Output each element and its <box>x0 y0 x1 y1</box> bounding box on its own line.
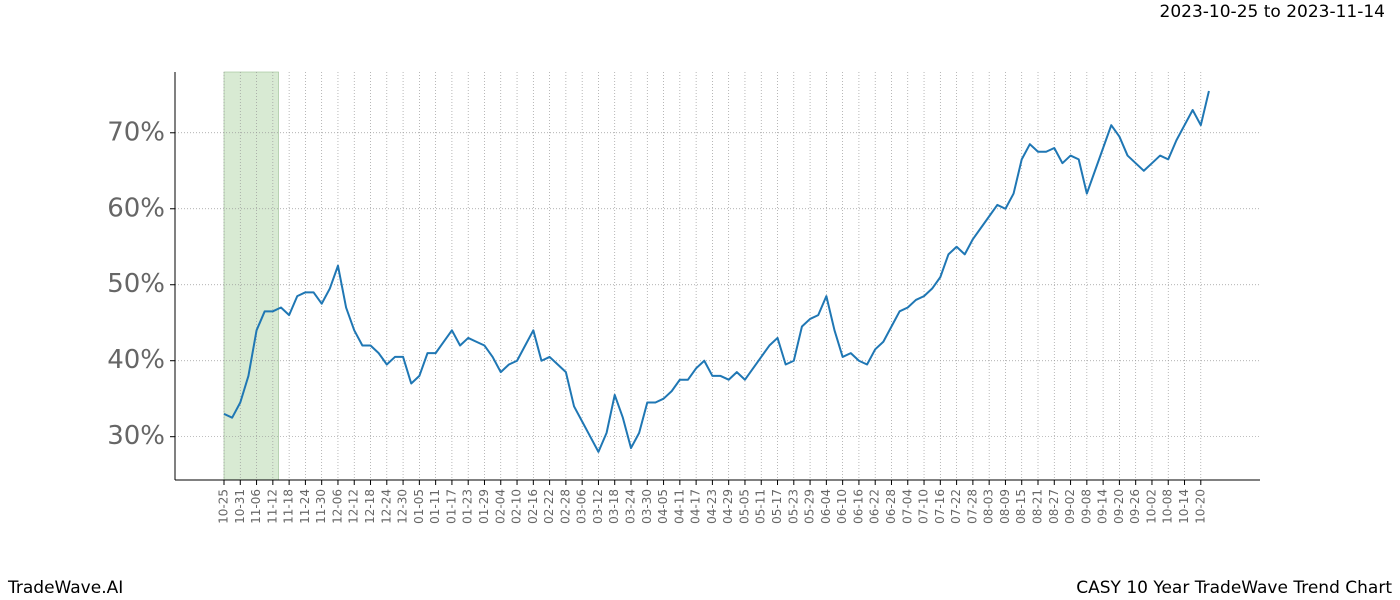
y-tick-label: 60% <box>107 193 165 223</box>
x-tick-label: 02-10 <box>510 489 524 524</box>
x-tick-label: 07-28 <box>965 489 979 524</box>
x-tick-label: 01-23 <box>461 489 475 524</box>
x-tick-label: 08-15 <box>1014 489 1028 524</box>
x-tick-label: 04-29 <box>721 489 735 524</box>
x-tick-label: 02-16 <box>526 489 540 524</box>
x-tick-label: 09-26 <box>1128 489 1142 524</box>
x-tick-label: 05-05 <box>737 489 751 524</box>
x-tick-label: 11-24 <box>298 489 312 524</box>
highlight-band <box>223 71 279 481</box>
x-tick-label: 01-29 <box>477 489 491 524</box>
x-tick-label: 07-22 <box>949 489 963 524</box>
x-tick-label: 06-04 <box>819 489 833 524</box>
x-tick-label: 03-24 <box>624 489 638 524</box>
x-tick-label: 11-12 <box>265 489 279 524</box>
x-tick-label: 06-10 <box>835 489 849 524</box>
x-tick-label: 10-08 <box>1161 489 1175 524</box>
x-tick-label: 08-21 <box>1031 489 1045 524</box>
trend-line <box>223 90 1210 453</box>
x-tick-label: 10-14 <box>1177 489 1191 524</box>
x-tick-label: 12-24 <box>379 489 393 524</box>
x-tick-label: 12-30 <box>396 489 410 524</box>
x-tick-label: 06-28 <box>884 489 898 524</box>
x-tick-label: 10-02 <box>1144 489 1158 524</box>
x-tick-label: 09-08 <box>1079 489 1093 524</box>
x-tick-label: 08-09 <box>998 489 1012 524</box>
x-tick-label: 04-17 <box>689 489 703 524</box>
y-tick-label: 70% <box>107 117 165 147</box>
y-tick-label: 50% <box>107 269 165 299</box>
x-tick-label: 09-02 <box>1063 489 1077 524</box>
x-tick-label: 12-12 <box>347 489 361 524</box>
x-tick-label: 01-11 <box>428 489 442 524</box>
x-tick-label: 11-06 <box>249 489 263 524</box>
x-tick-label: 04-05 <box>656 489 670 524</box>
x-tick-label: 10-20 <box>1193 489 1207 524</box>
x-tick-label: 07-10 <box>917 489 931 524</box>
x-tick-label: 01-05 <box>412 489 426 524</box>
x-tick-label: 08-03 <box>982 489 996 524</box>
x-tick-label: 06-16 <box>851 489 865 524</box>
x-tick-label: 10-25 <box>217 489 231 524</box>
x-tick-label: 10-31 <box>233 489 247 524</box>
x-tick-label: 07-04 <box>900 489 914 524</box>
x-tick-label: 04-11 <box>672 489 686 524</box>
x-tick-label: 03-30 <box>640 489 654 524</box>
x-tick-label: 09-20 <box>1112 489 1126 524</box>
x-tick-label: 12-06 <box>330 489 344 524</box>
x-tick-label: 02-04 <box>493 489 507 524</box>
x-tick-label: 04-23 <box>705 489 719 524</box>
x-tick-label: 06-22 <box>868 489 882 524</box>
x-tick-label: 05-11 <box>754 489 768 524</box>
footer-right: CASY 10 Year TradeWave Trend Chart <box>1076 578 1392 598</box>
x-tick-label: 09-14 <box>1096 489 1110 524</box>
footer-left: TradeWave.AI <box>7 578 123 598</box>
x-tick-label: 07-16 <box>933 489 947 524</box>
x-tick-label: 05-29 <box>803 489 817 524</box>
x-tick-label: 11-18 <box>282 489 296 524</box>
x-tick-label: 11-30 <box>314 489 328 524</box>
chart-title: 2023-10-25 to 2023-11-14 <box>1160 2 1385 22</box>
y-tick-label: 30% <box>107 421 165 451</box>
x-tick-label: 03-06 <box>575 489 589 524</box>
x-tick-label: 03-18 <box>607 489 621 524</box>
x-tick-label: 01-17 <box>444 489 458 524</box>
x-tick-label: 02-28 <box>558 489 572 524</box>
x-tick-label: 12-18 <box>363 489 377 524</box>
x-tick-label: 05-23 <box>786 489 800 524</box>
x-tick-label: 05-17 <box>770 489 784 524</box>
x-tick-label: 03-12 <box>591 489 605 524</box>
y-tick-label: 40% <box>107 345 165 375</box>
x-tick-label: 02-22 <box>542 489 556 524</box>
x-tick-label: 08-27 <box>1047 489 1061 524</box>
